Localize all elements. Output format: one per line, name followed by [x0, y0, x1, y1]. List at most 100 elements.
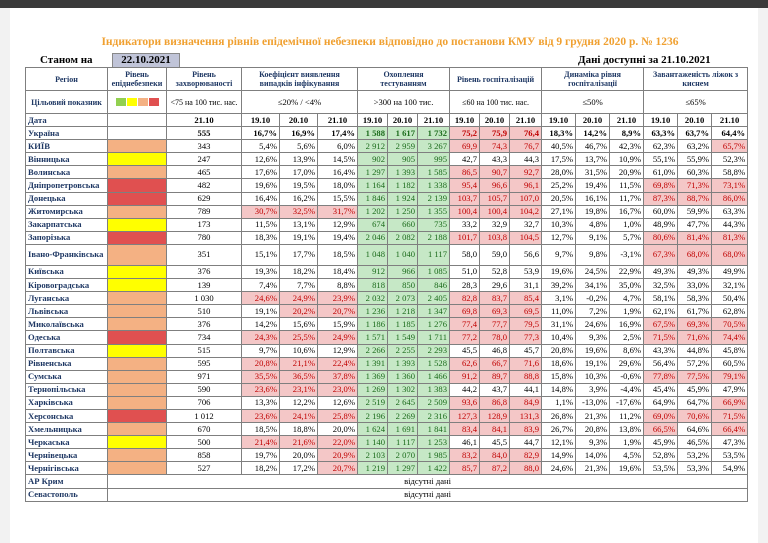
oxygen-value: 66,9% [711, 395, 749, 410]
coverage-value: 1 585 [416, 165, 451, 180]
detection-value: 24,1% [279, 408, 318, 424]
dynamics-value: 19,8% [575, 204, 611, 219]
hosp-value: 52,8 [479, 264, 511, 280]
dynamics-value: 1,9% [609, 435, 645, 450]
coverage-value: 1 466 [416, 369, 451, 384]
region-name: Львівська [25, 304, 108, 319]
coverage-value: 966 [387, 264, 418, 280]
detection-value: 20,0% [317, 422, 358, 437]
hosp-value: 28,3 [449, 278, 481, 293]
detection-value: 17,0% [279, 165, 318, 180]
oxygen-value: 64,9% [643, 395, 679, 410]
dynamics-value: 1,1% [541, 395, 577, 410]
detection-value: 13,9% [279, 152, 318, 167]
detection-value: 16,7% [241, 126, 280, 141]
level-swatch [107, 330, 167, 345]
oxygen-value: 53,3% [677, 461, 713, 476]
dynamics-value: 31,5% [575, 165, 611, 180]
status-label: Станом на [40, 54, 93, 66]
coverage-value: 1 186 [357, 317, 388, 332]
coverage-value: 2 269 [387, 408, 418, 424]
table-row: Миколаївська 376 14,2% 15,6% 15,9% 1 186 1 185… [25, 317, 749, 332]
hosp-value: 83,2 [449, 448, 481, 463]
morbidity-value: 515 [166, 343, 242, 358]
detection-value: 15,1% [241, 243, 280, 266]
dynamics-value: -17,6% [609, 395, 645, 410]
coverage-value: 2 645 [387, 395, 418, 410]
table-body: Регіон Рівень епіднебезпеки Рівень захво… [25, 67, 749, 502]
level-swatch [107, 291, 167, 306]
region-name: Харківська [25, 395, 108, 410]
oxygen-value: 49,3% [677, 264, 713, 280]
coverage-value: 1 276 [416, 317, 451, 332]
missing-data-note: відсутні дані [106, 487, 749, 502]
hosp-value: 45,5 [479, 435, 511, 450]
hosp-value: 71,6 [509, 356, 543, 371]
hosp-value: 96,6 [479, 178, 511, 193]
coverage-value: 2 293 [416, 343, 451, 358]
morbidity-value: 595 [166, 356, 242, 371]
target-oxygen: ≤65% [643, 90, 749, 114]
oxygen-value: 45,8% [711, 343, 749, 358]
detection-value: 18,5% [241, 422, 280, 437]
coverage-value: 2 509 [416, 395, 451, 410]
oxygen-value: 32,5% [643, 278, 679, 293]
coverage-value: 1 846 [357, 191, 388, 206]
dynamics-value: -3,1% [609, 243, 645, 266]
date-col: 20.10 [479, 112, 511, 128]
dynamics-value: 26,8% [541, 408, 577, 424]
oxygen-value: 56,4% [643, 356, 679, 371]
date-col: 20.10 [575, 112, 611, 128]
dynamics-value: 46,7% [575, 139, 611, 154]
morbidity-value: 376 [166, 264, 242, 280]
oxygen-value: 60,3% [677, 165, 713, 180]
date-col: 19.10 [643, 112, 679, 128]
date-morbidity: 21.10 [166, 112, 242, 128]
detection-value: 12,6% [241, 152, 280, 167]
table-row: Дніпропетровська 482 19,6% 19,5% 18,0% 1 164 1… [25, 178, 749, 193]
detection-value: 9,7% [241, 343, 280, 358]
date-col: 19.10 [241, 112, 280, 128]
detection-value: 12,9% [317, 217, 358, 232]
detection-value: 19,5% [279, 178, 318, 193]
detection-value: 24,9% [279, 291, 318, 306]
dynamics-value: 28,0% [541, 165, 577, 180]
dynamics-value: 20,8% [541, 343, 577, 358]
level-swatch [107, 278, 167, 293]
detection-value: 24,3% [241, 330, 280, 345]
hosp-value: 44,3 [509, 152, 543, 167]
detection-value: 20,7% [317, 461, 358, 476]
oxygen-value: 57,2% [677, 356, 713, 371]
dynamics-value: 10,3% [541, 217, 577, 232]
detection-value: 22,4% [317, 356, 358, 371]
target-row: Цільовий показник <75 на 100 тис. нас. ≤… [25, 90, 749, 114]
dynamics-value: 4,5% [609, 448, 645, 463]
oxygen-value: 47,3% [711, 435, 749, 450]
table-row: Запорізька 780 18,3% 19,1% 19,4% 2 046 2 082 2 … [25, 230, 749, 245]
hosp-value: 69,9 [449, 139, 481, 154]
oxygen-value: 44,8% [677, 343, 713, 358]
table-row: Україна 555 16,7% 16,9% 17,4% 1 588 1 617 1 732… [25, 126, 749, 141]
dynamics-value: 39,2% [541, 278, 577, 293]
oxygen-value: 74,4% [711, 330, 749, 345]
oxygen-value: 53,5% [643, 461, 679, 476]
hosp-value: 32,9 [479, 217, 511, 232]
morbidity-value: 555 [166, 126, 242, 141]
level-swatch [107, 217, 167, 232]
coverage-value: 2 188 [416, 230, 451, 245]
detection-value: 20,9% [317, 448, 358, 463]
coverage-value: 1 711 [416, 330, 451, 345]
hosp-value: 51,0 [449, 264, 481, 280]
table-row: Харківська 706 13,3% 12,2% 12,6% 2 519 2 645 2 … [25, 395, 749, 410]
dynamics-value: 14,0% [575, 448, 611, 463]
region-name: Севастополь [25, 487, 108, 502]
oxygen-value: 60,0% [643, 204, 679, 219]
detection-value: 19,6% [241, 178, 280, 193]
dynamics-value: 11,0% [541, 304, 577, 319]
coverage-value: 1 391 [357, 356, 388, 371]
dynamics-value: 35,0% [609, 278, 645, 293]
region-name: Херсонська [25, 408, 108, 424]
oxygen-value: 80,6% [643, 230, 679, 245]
hosp-value: 43,3 [479, 152, 511, 167]
table-row: Полтавська 515 9,7% 10,6% 12,9% 2 266 2 255 2 2… [25, 343, 749, 358]
